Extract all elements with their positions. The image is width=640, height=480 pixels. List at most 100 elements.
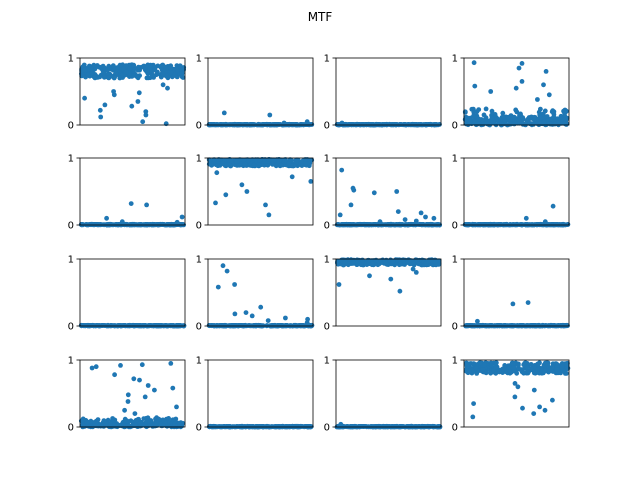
axes-frame: [207, 258, 314, 327]
scatter-point: [131, 62, 137, 68]
scatter-point: [336, 282, 342, 287]
scatter-point: [249, 313, 255, 319]
axes-frame: [463, 57, 570, 126]
scatter-point: [545, 363, 550, 369]
scatter-point: [410, 222, 416, 227]
scatter-point: [512, 394, 518, 400]
scatter-point: [432, 259, 438, 265]
scatter-point: [383, 260, 389, 266]
scatter-point: [179, 71, 185, 77]
scatter-point: [281, 120, 287, 126]
scatter-point: [418, 210, 424, 216]
scatter-point: [179, 214, 185, 220]
scatter-point: [392, 122, 398, 127]
scatter-point: [166, 416, 172, 421]
scatter-point: [174, 219, 180, 225]
scatter-point: [367, 273, 372, 279]
scatter-point: [493, 360, 499, 366]
scatter-point: [425, 424, 431, 429]
subplot-2-2: 01: [196, 154, 315, 232]
scatter-point: [225, 162, 231, 168]
scatter-point: [516, 118, 522, 124]
scatter-point: [423, 261, 429, 266]
scatter-point: [519, 61, 525, 66]
scatter-point: [123, 69, 129, 75]
y-tick-label: 1: [196, 356, 202, 367]
scatter-point: [335, 260, 341, 266]
scatter-point: [480, 367, 486, 372]
scatter-point: [338, 421, 344, 427]
scatter-point: [88, 418, 94, 424]
y-tick-label: 1: [452, 54, 458, 65]
scatter-point: [361, 221, 367, 227]
y-tick-label: 1: [68, 255, 74, 266]
scatter-point: [152, 421, 158, 427]
scatter-point: [265, 318, 271, 323]
subplot-3-1: 01: [68, 255, 187, 333]
scatter-point: [537, 404, 542, 410]
scatter-point: [363, 424, 368, 429]
scatter-point: [228, 158, 234, 164]
scatter-point: [394, 189, 400, 194]
axes-frame: [207, 157, 314, 226]
scatter-point: [360, 257, 365, 263]
scatter-point: [267, 122, 272, 127]
subplot-1-4: 01: [452, 54, 570, 132]
y-tick-label: 1: [452, 154, 458, 165]
scatter-point: [134, 73, 140, 79]
scatter-point: [339, 120, 345, 126]
scatter-point: [92, 74, 98, 80]
scatter-point: [177, 422, 182, 428]
y-tick-label: 1: [68, 356, 74, 367]
scatter-point: [541, 119, 547, 125]
scatter-point: [555, 222, 560, 227]
scatter-point: [137, 421, 143, 426]
scatter-point: [145, 415, 151, 421]
scatter-point: [131, 376, 137, 382]
scatter-point: [106, 75, 112, 81]
scatter-point: [350, 260, 356, 266]
scatter-point: [132, 411, 138, 416]
scatter-point: [110, 63, 116, 69]
scatter-point: [388, 276, 394, 282]
scatter-point: [111, 89, 116, 94]
subplot-1-2: 01: [196, 54, 315, 132]
axes-frame: [79, 57, 186, 126]
scatter-point: [119, 219, 125, 225]
y-tick-label: 1: [324, 154, 330, 165]
scatter-point: [302, 160, 308, 166]
scatter-point: [118, 422, 123, 428]
scatter-point: [471, 60, 477, 66]
scatter-point: [81, 67, 87, 73]
axes-frame: [335, 258, 442, 327]
scatter-point: [552, 121, 558, 127]
scatter-point: [97, 107, 103, 113]
scatter-point: [308, 179, 314, 184]
scatter-point: [496, 119, 502, 125]
scatter-point: [286, 161, 292, 167]
scatter-point: [159, 68, 165, 73]
scatter-point: [223, 323, 229, 328]
scatter-point: [156, 417, 162, 423]
scatter-point: [483, 323, 488, 328]
scatter-point: [162, 65, 168, 70]
scatter-point: [526, 369, 532, 374]
scatter-point: [476, 116, 482, 122]
y-tick-label: 1: [324, 255, 330, 266]
scatter-point: [519, 79, 525, 84]
scatter-point: [538, 106, 543, 112]
scatter-point: [551, 109, 557, 115]
scatter-point: [398, 261, 403, 267]
scatter-point: [94, 63, 100, 68]
scatter-point: [436, 261, 442, 267]
scatter-point: [515, 363, 521, 368]
subplot-2-4: 01: [452, 154, 571, 232]
scatter-point: [257, 424, 263, 429]
scatter-point: [124, 418, 130, 424]
scatter-point: [363, 261, 369, 267]
axes-frame: [79, 359, 186, 428]
y-tick-label: 0: [196, 423, 202, 434]
scatter-point: [464, 360, 469, 366]
scatter-point: [221, 424, 227, 429]
